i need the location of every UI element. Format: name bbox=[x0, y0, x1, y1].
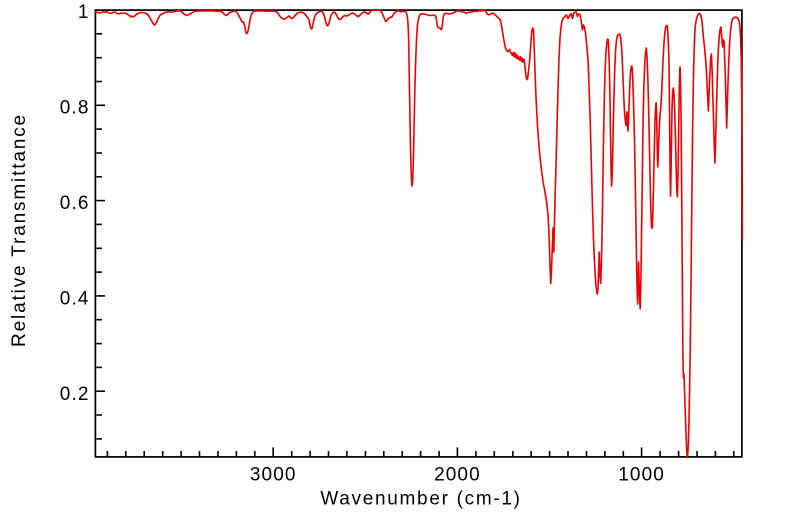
svg-text:2000: 2000 bbox=[434, 464, 481, 485]
svg-text:0.4: 0.4 bbox=[60, 289, 90, 310]
svg-text:0.6: 0.6 bbox=[60, 193, 90, 214]
svg-text:1000: 1000 bbox=[618, 464, 665, 485]
svg-text:0.2: 0.2 bbox=[60, 384, 90, 405]
svg-text:Wavenumber (cm-1): Wavenumber (cm-1) bbox=[320, 489, 521, 510]
svg-text:Relative Transmittance: Relative Transmittance bbox=[9, 113, 30, 347]
svg-text:1: 1 bbox=[78, 2, 90, 23]
svg-text:0.8: 0.8 bbox=[60, 98, 90, 119]
svg-text:3000: 3000 bbox=[250, 464, 297, 485]
